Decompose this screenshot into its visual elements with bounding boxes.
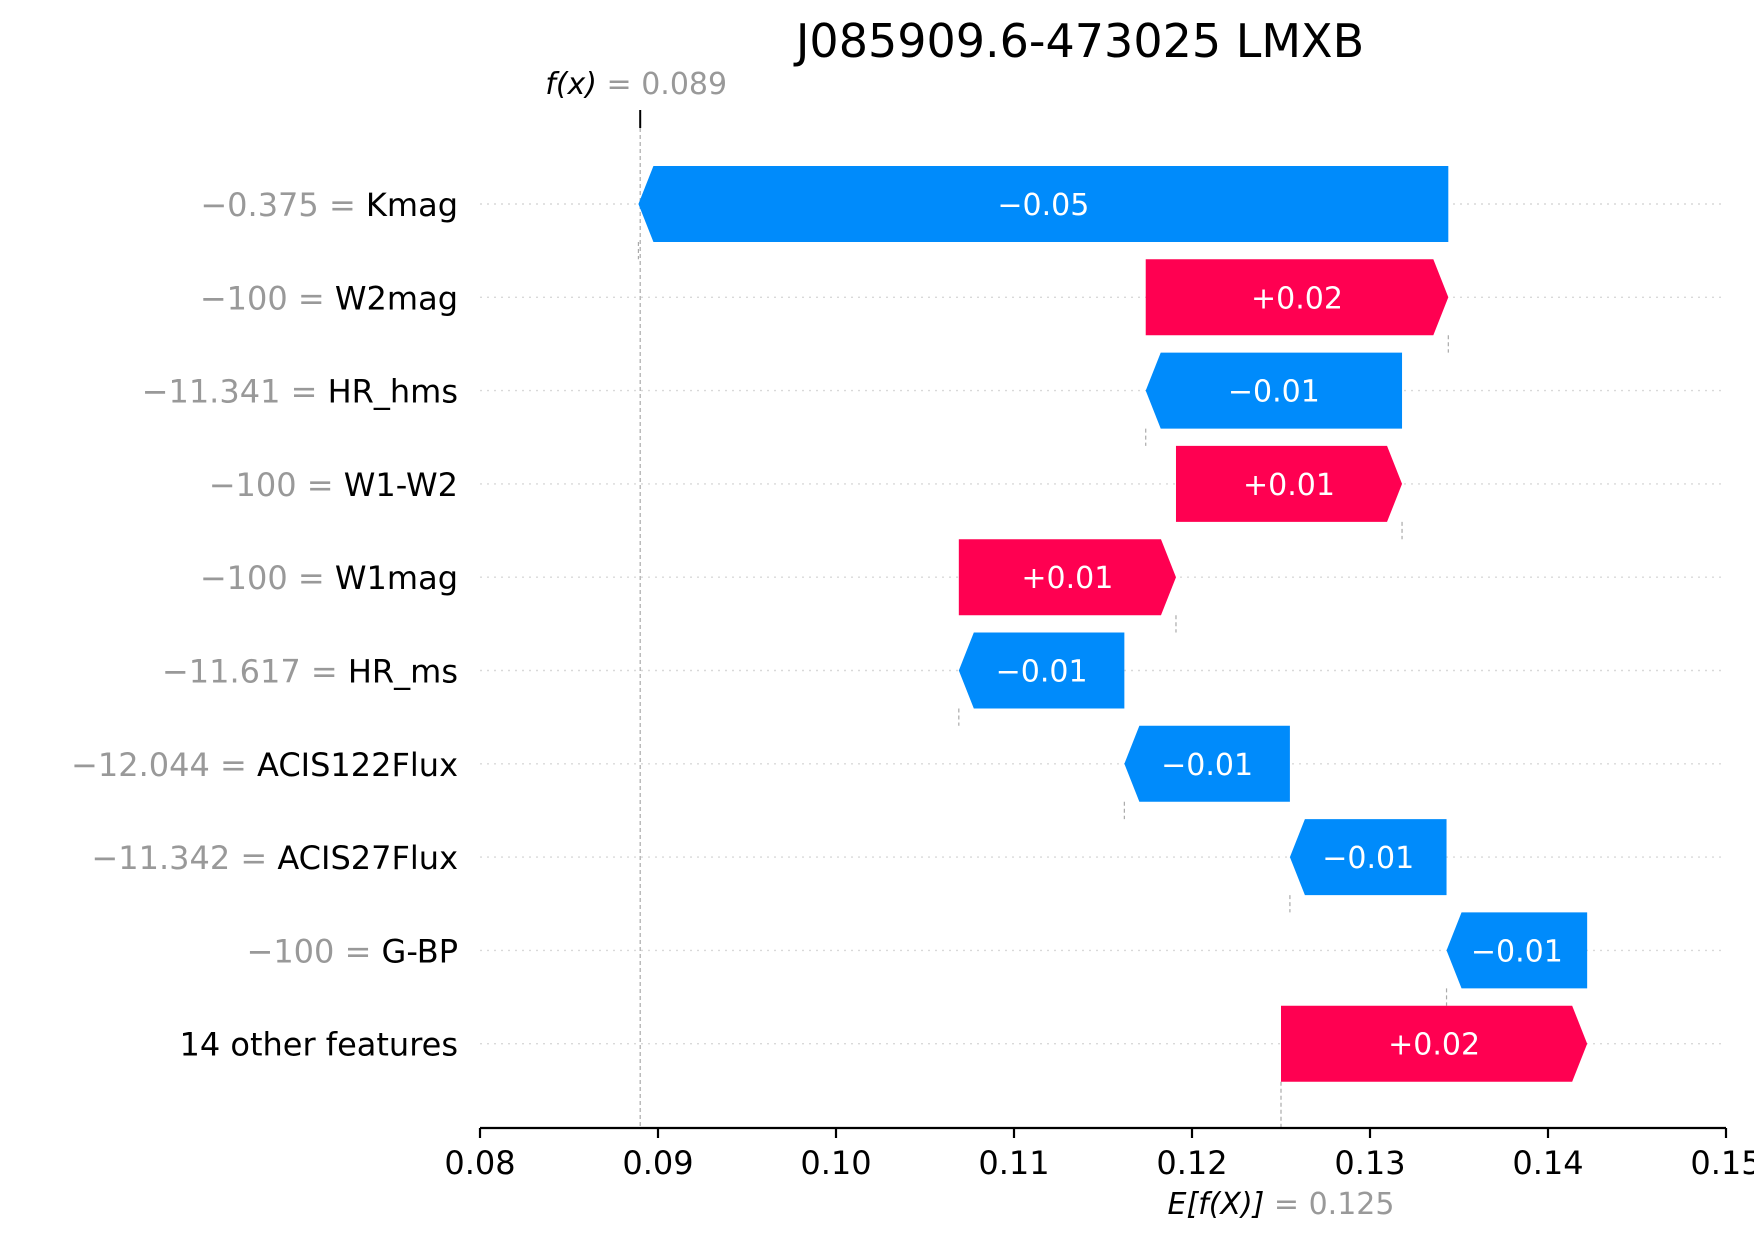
feature-label: −12.044 = ACIS122Flux [71, 746, 458, 784]
value-annotations: f(x) = 0.089 E[f(X)] = 0.125 [545, 67, 1394, 1222]
feature-label: −11.342 = ACIS27Flux [91, 839, 458, 877]
feature-label: −0.375 = Kmag [200, 186, 458, 224]
bar-value-label: −0.05 [997, 188, 1089, 223]
bar-value-label: −0.01 [1471, 934, 1563, 969]
output-value-annotation: f(x) = 0.089 [545, 67, 727, 102]
negative-shap-bar [1124, 725, 1290, 802]
x-tick-label: 0.10 [800, 1144, 871, 1182]
feature-name: W1mag [335, 559, 458, 597]
x-tick-label: 0.13 [1334, 1144, 1405, 1182]
feature-value: −11.342 = [91, 839, 277, 877]
negative-shap-bar [1145, 352, 1403, 429]
negative-shap-bar [1289, 819, 1447, 896]
feature-value: −100 = [200, 279, 335, 317]
feature-name: 14 other features [179, 1026, 458, 1064]
output-value-number: = 0.089 [607, 67, 728, 102]
feature-value: −100 = [209, 466, 344, 504]
feature-label: −100 = W2mag [200, 279, 458, 317]
feature-value: −100 = [200, 559, 335, 597]
feature-value: −100 = [247, 932, 382, 970]
x-tick-label: 0.08 [444, 1144, 515, 1182]
connectors [637, 110, 1449, 1128]
bar-value-label: +0.01 [1021, 561, 1113, 596]
feature-value: −11.617 = [162, 653, 348, 691]
base-value-annotation: E[f(X)] = 0.125 [1168, 1187, 1395, 1222]
feature-value: −11.341 = [142, 373, 328, 411]
bar-value-label: −0.01 [1228, 375, 1320, 410]
x-tick-label: 0.11 [978, 1144, 1049, 1182]
feature-label: −11.341 = HR_hms [142, 373, 458, 411]
feature-name: HR_hms [328, 373, 458, 411]
bar-value-label: +0.01 [1243, 468, 1335, 503]
feature-name: W1-W2 [344, 466, 458, 504]
feature-value: −12.044 = [71, 746, 257, 784]
x-tick-label: 0.14 [1512, 1144, 1583, 1182]
negative-shap-bar [638, 166, 1449, 242]
feature-label: 14 other features [179, 1026, 458, 1064]
feature-name: Kmag [366, 186, 458, 224]
feature-label: −100 = W1mag [200, 559, 458, 597]
feature-labels: −0.375 = Kmag −100 = W2mag −11.341 = HR_hm… [71, 186, 458, 1064]
negative-shap-bar [958, 632, 1125, 709]
bar-value-label: −0.01 [1322, 841, 1414, 876]
x-tick-label: 0.12 [1156, 1144, 1227, 1182]
x-tick-label: 0.15 [1690, 1144, 1754, 1182]
feature-label: −11.617 = HR_ms [162, 653, 458, 691]
chart-title: J085909.6-473025 LMXB [793, 14, 1364, 68]
bar-value-label: +0.02 [1388, 1028, 1480, 1063]
feature-label: −100 = W1-W2 [209, 466, 458, 504]
positive-shap-bar [958, 539, 1176, 616]
x-tick-label: 0.09 [622, 1144, 693, 1182]
x-axis: 0.08 0.09 0.10 0.11 0.12 0.13 0.14 0.15 [444, 1126, 1754, 1182]
bar-value-label: +0.02 [1251, 281, 1343, 316]
bar-value-label: −0.01 [1161, 748, 1253, 783]
base-value-name: E[f(X)] [1168, 1187, 1274, 1222]
positive-shap-bar [1281, 1005, 1588, 1082]
feature-name: ACIS27Flux [277, 839, 458, 877]
base-value-number: = 0.125 [1274, 1187, 1395, 1222]
feature-value: −0.375 = [200, 186, 366, 224]
feature-name: HR_ms [348, 653, 458, 691]
feature-name: ACIS122Flux [257, 746, 458, 784]
output-value-name: f(x) [545, 67, 606, 102]
positive-shap-bar [1175, 445, 1403, 522]
negative-shap-bar [1446, 912, 1588, 989]
feature-label: −100 = G-BP [247, 932, 459, 970]
feature-name: W2mag [335, 279, 458, 317]
bar-value-label: −0.01 [996, 655, 1088, 690]
feature-name: G-BP [382, 932, 458, 970]
bars: −0.05 +0.02 −0.01 +0.01 +0.01 −0.01 −0.01 −0.01… [638, 166, 1588, 1082]
positive-shap-bar [1145, 259, 1449, 336]
